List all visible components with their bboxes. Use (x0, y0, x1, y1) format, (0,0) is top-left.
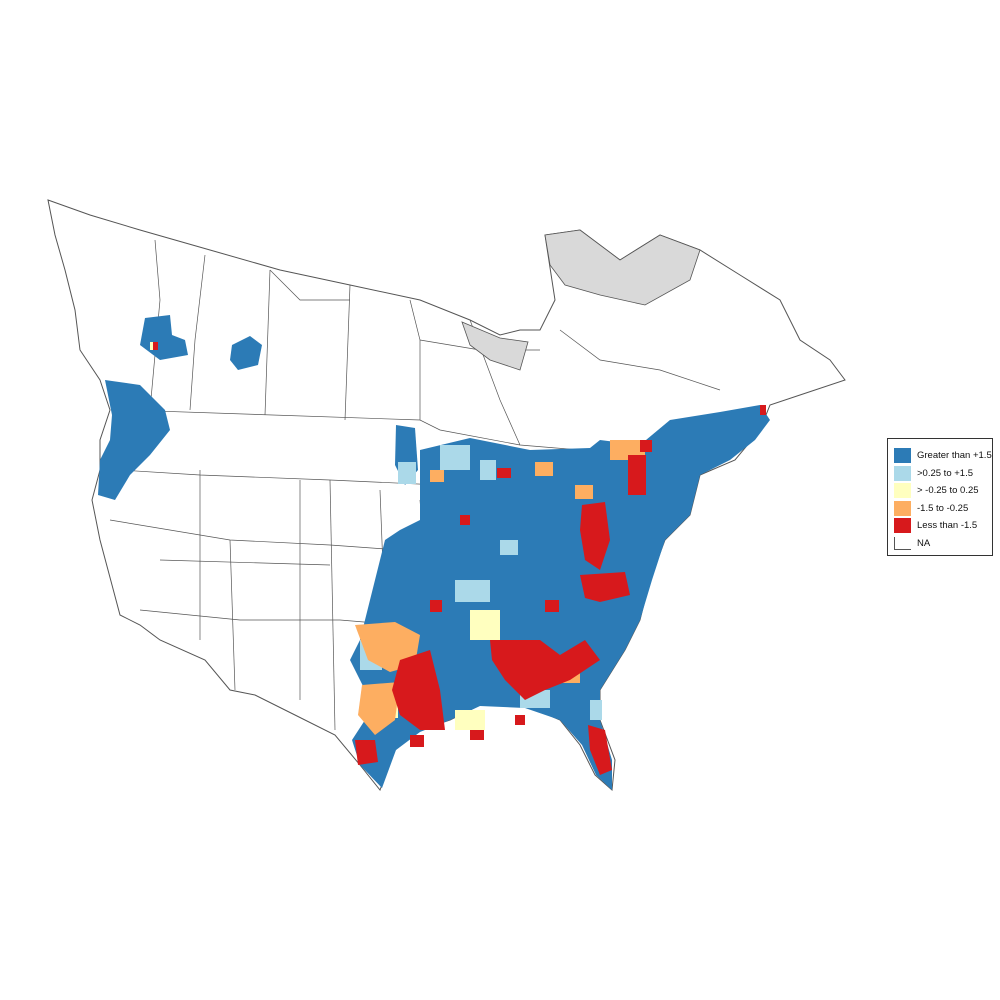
legend-label: >0.25 to +1.5 (917, 467, 973, 479)
legend-swatch (894, 448, 911, 464)
legend-item: -1.5 to -0.25 (894, 500, 992, 518)
trend-greater-than-1-5 (98, 315, 770, 790)
legend-label: Greater than +1.5 (917, 450, 992, 462)
small-yellow-cell (150, 342, 153, 350)
legend-label: NA (917, 537, 931, 549)
legend-item: Less than -1.5 (894, 517, 992, 535)
legend: Greater than +1.5 >0.25 to +1.5 > -0.25 … (887, 438, 993, 556)
legend-swatch (894, 483, 911, 499)
legend-item: Greater than +1.5 (894, 447, 992, 465)
legend-label: Less than -1.5 (917, 520, 978, 532)
legend-label: -1.5 to -0.25 (917, 502, 969, 514)
legend-item: NA (894, 535, 992, 553)
legend-swatch (894, 518, 911, 534)
legend-item: > -0.25 to 0.25 (894, 482, 992, 500)
na-regions (461, 229, 701, 371)
trend-less-than-minus-1-5 (152, 342, 766, 775)
legend-swatch (894, 536, 911, 550)
legend-item: >0.25 to +1.5 (894, 465, 992, 483)
legend-swatch (894, 465, 911, 481)
legend-swatch (894, 500, 911, 516)
legend-label: > -0.25 to 0.25 (917, 485, 979, 497)
